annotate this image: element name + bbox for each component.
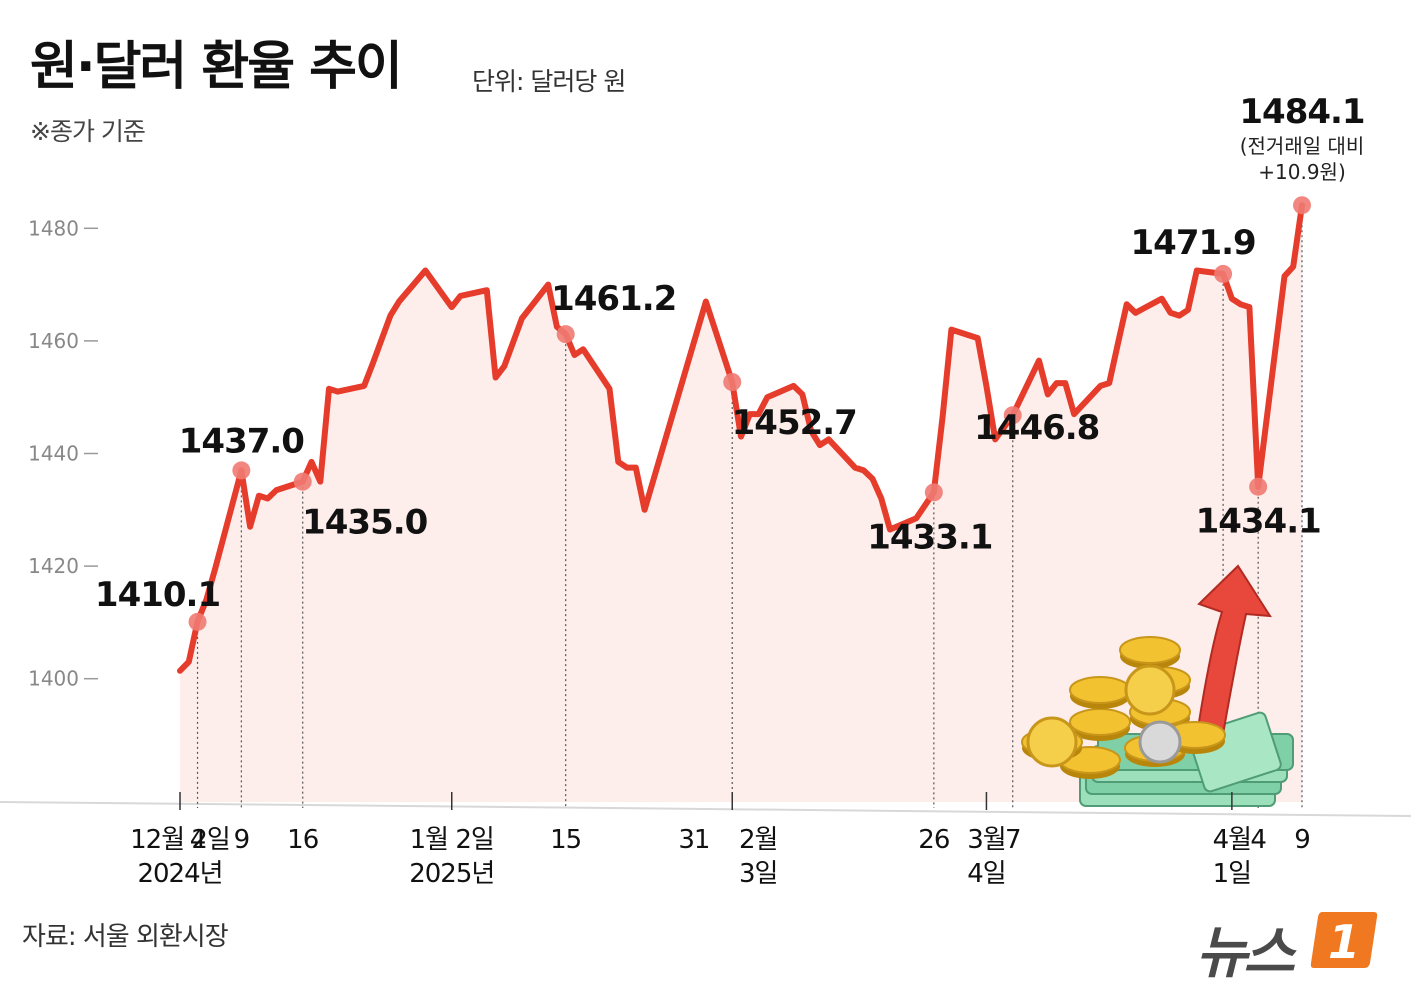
x-tick-label: 1월 2일 (410, 825, 494, 855)
rising-arrow-icon (1195, 564, 1272, 742)
last-change-note: +10.9원) (1258, 160, 1346, 184)
data-label-layer: 1410.1 1437.0 1435.0 1461.2 1452.7 1433.1 1446… (95, 92, 1366, 615)
series-line-layer (177, 202, 1305, 674)
y-tick-label: 1480 (28, 216, 79, 240)
y-tick-label: 1420 (28, 554, 79, 578)
x-tick-label: 4일 (967, 859, 1005, 889)
x-tick-label: 4월 (1213, 825, 1251, 855)
logo-text: 뉴스 (1196, 921, 1295, 986)
highlight-point (1214, 264, 1233, 283)
x-tick-label: 3일 (739, 859, 777, 889)
x-tick-label: 2025년 (409, 859, 494, 889)
y-tick-label: 1400 (28, 667, 79, 691)
highlight-point (232, 461, 251, 480)
highlight-marker-layer (188, 196, 1311, 631)
data-label: 1433.1 (867, 517, 992, 557)
x-tick-label: 3월 (967, 825, 1005, 855)
highlight-point (1293, 196, 1311, 215)
data-label: 1484.1 (1239, 92, 1364, 132)
x-tick-label: 9 (234, 825, 250, 855)
x-tick-label: 12월 2일 (130, 825, 230, 855)
data-label: 1461.2 (551, 279, 676, 319)
x-tick-label: 15 (550, 825, 581, 855)
news1-logo: 뉴스 1 (1196, 900, 1396, 986)
x-tick-label: 7 (1005, 825, 1021, 855)
x-tick-label: 4 (1250, 825, 1266, 855)
highlight-point (293, 472, 312, 491)
area-fill-layer (180, 205, 1302, 802)
highlight-point (1249, 477, 1268, 496)
exchange-rate-line (177, 202, 1305, 674)
money-illustration (1021, 564, 1294, 807)
data-label: 1434.1 (1196, 502, 1321, 542)
chart-title: 원·달러 환율 추이 (30, 37, 403, 97)
highlight-point (1003, 406, 1022, 425)
x-tick-label: 9 (1294, 825, 1310, 855)
x-tick-label: 4 (190, 825, 206, 855)
area-fill (180, 205, 1302, 802)
x-tick-label: 1일 (1213, 859, 1251, 889)
axis-layer: 1400 1420 1440 1460 1480 (0, 216, 1411, 817)
data-label: 1410.1 (95, 575, 220, 615)
x-tick-label: 2024년 (137, 859, 222, 889)
logo-mark-icon: 1 (1310, 912, 1378, 969)
x-tick-label: 2월 (739, 825, 777, 855)
x-tick-label: 16 (287, 825, 318, 855)
gold-coins-icon (1021, 636, 1226, 779)
y-tick-label: 1440 (28, 442, 79, 466)
x-tick-label: 26 (918, 825, 949, 855)
x-axis-baseline (0, 801, 1411, 817)
x-tick-label: 31 (678, 825, 709, 855)
basis-note: ※종가 기준 (30, 117, 146, 146)
svg-text:1: 1 (1328, 915, 1360, 969)
data-label: 1471.9 (1131, 223, 1256, 263)
unit-label: 단위: 달러당 원 (472, 67, 626, 96)
highlight-point (723, 372, 742, 391)
highlight-point (924, 483, 943, 502)
highlight-point (556, 325, 575, 344)
y-tick-label: 1460 (28, 329, 79, 353)
data-label: 1435.0 (302, 503, 428, 543)
last-change-note: (전거래일 대비 (1240, 134, 1365, 158)
highlight-point (188, 612, 207, 631)
source-note: 자료: 서울 외환시장 (22, 922, 229, 952)
data-label: 1437.0 (179, 421, 305, 461)
data-label: 1452.7 (732, 403, 857, 443)
data-label: 1446.8 (974, 408, 1099, 448)
